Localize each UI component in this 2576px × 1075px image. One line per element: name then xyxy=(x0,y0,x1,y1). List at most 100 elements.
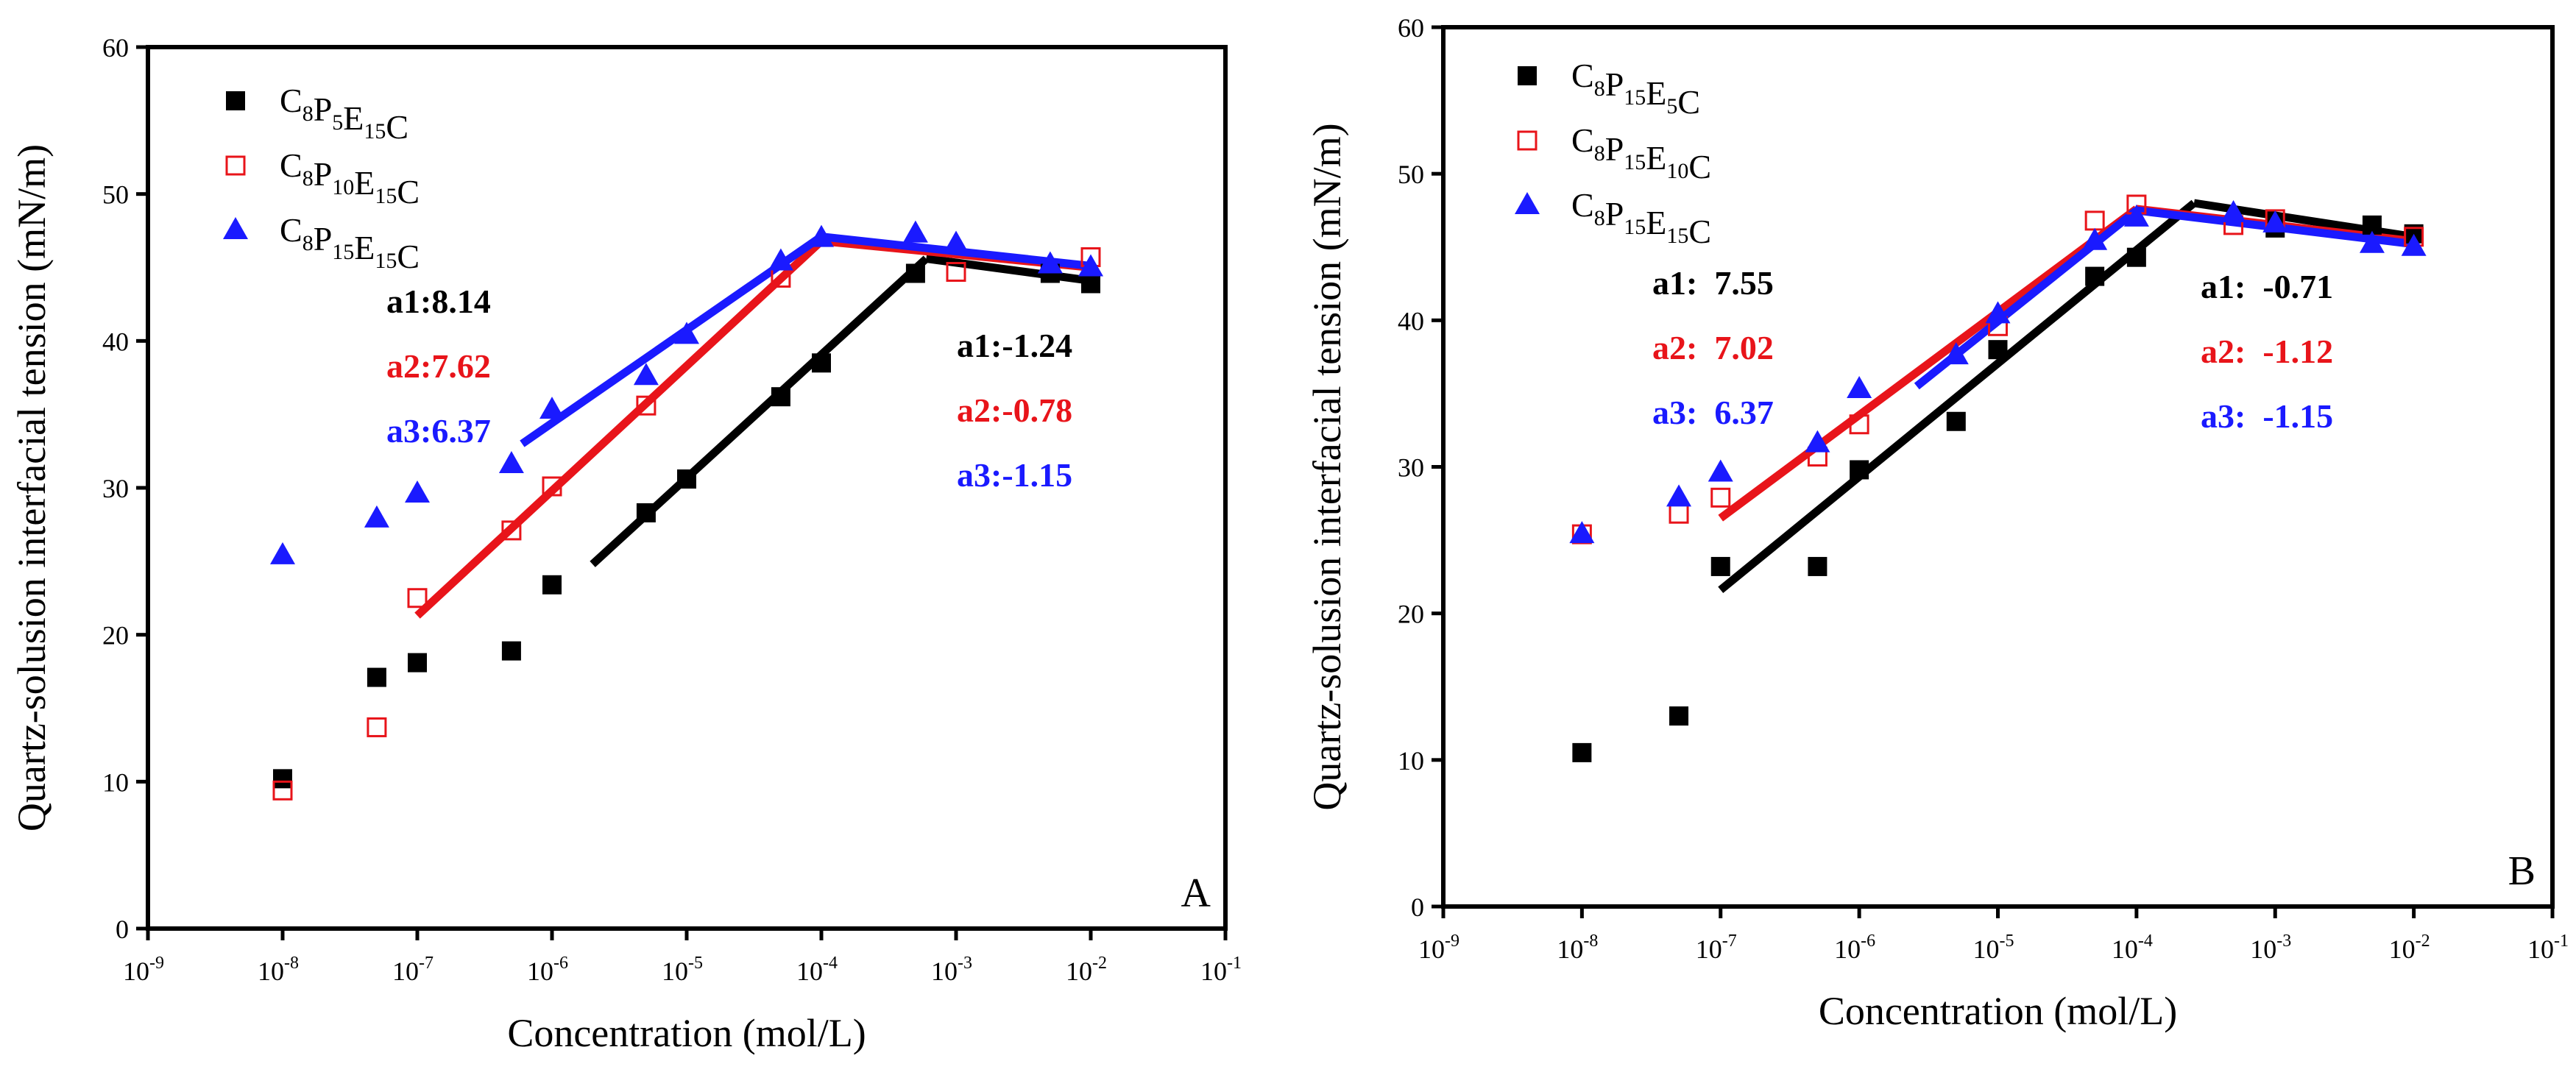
data-point xyxy=(771,387,790,407)
legend-entry: C8P15E15C xyxy=(1571,186,1711,250)
x-tick-label: 10-2 xyxy=(1066,954,1107,986)
slope-annotation: a3: 6.37 xyxy=(1652,394,1774,431)
data-point xyxy=(2085,266,2105,286)
x-tick-label: 10-8 xyxy=(1557,932,1598,964)
legend-marker xyxy=(223,217,248,239)
y-tick-label: 30 xyxy=(102,474,129,503)
data-point xyxy=(1081,274,1100,294)
data-point xyxy=(1569,521,1595,544)
data-point xyxy=(905,263,925,283)
slope-annotation: a1: -0.71 xyxy=(2201,268,2333,305)
data-point xyxy=(1805,430,1830,453)
data-point xyxy=(542,476,562,497)
data-point xyxy=(539,397,565,419)
data-point xyxy=(1572,742,1592,762)
legend-marker xyxy=(1515,192,1540,214)
data-point xyxy=(2359,230,2385,253)
data-point xyxy=(498,451,524,474)
x-tick-label: 10-9 xyxy=(123,954,164,986)
data-point xyxy=(1666,484,1692,507)
chart-panel-a: 10-9 10-8 10-7 10-6 10-5 10-4 10-3 10-2 10-1 0 10 2… xyxy=(10,33,1242,1055)
y-tick-label: 0 xyxy=(116,915,129,944)
data-point xyxy=(1669,503,1689,524)
x-tick-label: 10-9 xyxy=(1418,932,1459,964)
data-point xyxy=(364,505,389,528)
data-point xyxy=(1847,375,1872,398)
data-point xyxy=(1985,301,2011,324)
data-point xyxy=(2084,210,2105,231)
data-point xyxy=(1943,342,1969,365)
x-axis-label: Concentration (mol/L) xyxy=(507,1011,866,1055)
panel-label: A xyxy=(1181,870,1211,916)
fit-lines xyxy=(1718,199,2415,594)
data-point xyxy=(633,363,659,386)
x-tick-label: 10-7 xyxy=(1696,932,1737,964)
legend-entry: C8P15E15C xyxy=(280,211,420,275)
data-point xyxy=(636,503,656,522)
slope-annotation: a3:-1.15 xyxy=(957,456,1072,494)
x-tick-label: 10-3 xyxy=(2250,932,2291,964)
slope-annotation: a1: 7.55 xyxy=(1652,264,1774,302)
y-tick-label: 50 xyxy=(102,180,129,210)
slope-annotation: a1:-1.24 xyxy=(957,327,1072,364)
x-tick-label: 10-6 xyxy=(1834,932,1875,964)
data-point xyxy=(367,667,386,687)
data-point xyxy=(405,480,430,503)
x-tick-label: 10-5 xyxy=(662,954,703,986)
data-point xyxy=(2126,247,2146,267)
data-point xyxy=(1850,460,1869,480)
data-point xyxy=(273,769,292,789)
axis-ticks: 10-9 10-8 10-7 10-6 10-5 10-4 10-3 10-2 10-1 0 10 2… xyxy=(102,33,1242,986)
slope-annotations: a1:8.14 a2:7.62 a3:6.37 a1:-1.24 a2:-0.78 a3:… xyxy=(386,283,1072,494)
data-point xyxy=(1849,414,1869,435)
data-point xyxy=(946,261,966,282)
data-point xyxy=(1078,254,1103,277)
x-tick-label: 10-7 xyxy=(392,954,434,986)
data-point xyxy=(367,717,387,737)
data-point xyxy=(1710,487,1731,508)
legend-marker xyxy=(225,155,246,176)
data-point xyxy=(674,322,699,344)
data-point xyxy=(2082,227,2108,250)
y-tick-label: 40 xyxy=(1398,306,1424,336)
data-point xyxy=(1808,556,1827,576)
data-point xyxy=(1946,411,1966,431)
legend-entry: C8P15E10C xyxy=(1571,121,1711,185)
slope-annotations: a1: 7.55 a2: 7.02 a3: 6.37 a1: -0.71 a2: -1.… xyxy=(1652,264,2333,435)
data-points xyxy=(1569,194,2427,762)
legend-entry: C8P10E15C xyxy=(280,146,420,210)
chart-panel-b: 10-9 10-8 10-7 10-6 10-5 10-4 10-3 10-2 10-1 0 10 2… xyxy=(1305,13,2569,1033)
y-tick-label: 60 xyxy=(102,33,129,63)
x-tick-label: 10-2 xyxy=(2389,932,2430,964)
y-tick-label: 10 xyxy=(1398,746,1424,776)
x-tick-label: 10-1 xyxy=(2527,932,2569,964)
legend-entry: C8P5E15C xyxy=(280,82,408,146)
data-point xyxy=(1708,459,1733,482)
y-tick-label: 10 xyxy=(102,767,129,797)
x-tick-label: 10-3 xyxy=(931,954,972,986)
legend-entry: C8P15E5C xyxy=(1571,57,1700,121)
data-point xyxy=(408,653,427,673)
panel-label: B xyxy=(2508,848,2536,894)
fit-line xyxy=(414,238,824,619)
x-axis-label: Concentration (mol/L) xyxy=(1819,989,2177,1033)
data-point xyxy=(944,230,969,253)
data-point xyxy=(407,588,428,609)
legend-marker xyxy=(1517,130,1538,151)
fit-line xyxy=(1718,199,2197,594)
data-point xyxy=(902,220,928,243)
data-point xyxy=(542,575,562,595)
y-tick-label: 50 xyxy=(1398,160,1424,189)
y-tick-label: 60 xyxy=(1398,13,1424,43)
y-tick-label: 20 xyxy=(1398,600,1424,629)
data-point xyxy=(501,520,522,541)
slope-annotation: a3: -1.15 xyxy=(2201,397,2333,435)
data-point xyxy=(272,780,293,801)
axis-ticks: 10-9 10-8 10-7 10-6 10-5 10-4 10-3 10-2 10-1 0 10 2… xyxy=(1398,13,2569,964)
data-point xyxy=(812,353,831,373)
x-tick-label: 10-4 xyxy=(796,954,838,986)
data-point xyxy=(1037,251,1063,274)
y-tick-label: 0 xyxy=(1411,893,1424,922)
